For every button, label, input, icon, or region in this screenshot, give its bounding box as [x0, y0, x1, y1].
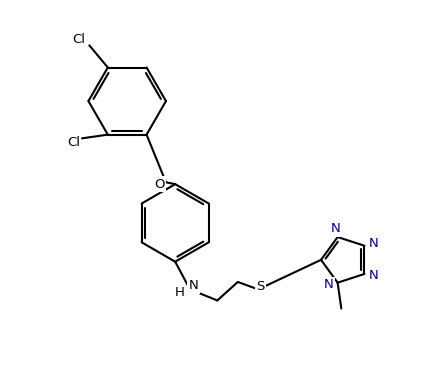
- Text: N: N: [188, 279, 198, 292]
- Text: Cl: Cl: [67, 135, 80, 148]
- Text: H: H: [174, 286, 184, 299]
- Text: O: O: [154, 178, 164, 191]
- Text: Cl: Cl: [73, 33, 85, 46]
- Text: N: N: [330, 222, 340, 235]
- Text: N: N: [368, 237, 378, 250]
- Text: N: N: [323, 278, 332, 291]
- Text: N: N: [368, 269, 378, 282]
- Text: S: S: [255, 280, 264, 293]
